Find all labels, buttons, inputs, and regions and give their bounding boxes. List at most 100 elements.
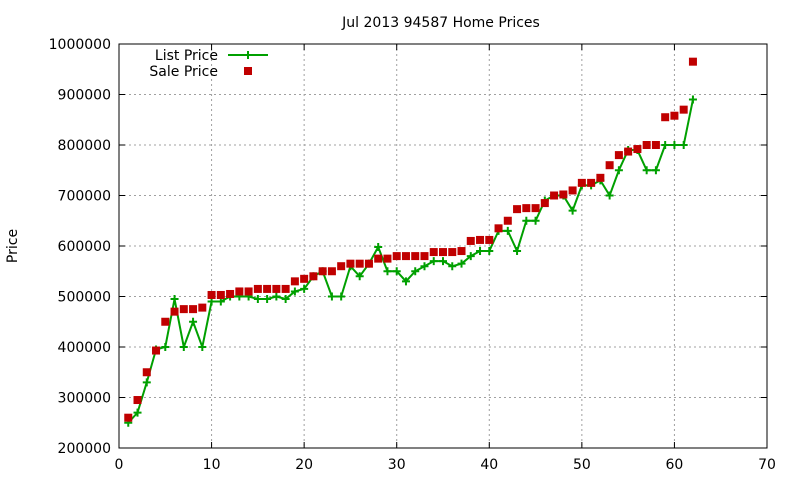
- sale-price-point: [355, 259, 364, 268]
- sale-price-point: [439, 248, 447, 257]
- sale-price-point: [429, 248, 438, 257]
- list-price-point: [466, 252, 475, 261]
- list-price-point: [642, 166, 651, 175]
- x-tick-label: 70: [758, 457, 776, 473]
- sale-price-point: [550, 191, 559, 200]
- series: [124, 57, 697, 427]
- sale-price-point: [133, 396, 142, 405]
- y-tick-label: 300000: [58, 391, 111, 407]
- list-price-point: [281, 295, 290, 304]
- sale-price-point: [503, 216, 512, 225]
- list-price-point: [170, 295, 179, 304]
- chart-title: Jul 2013 94587 Home Prices: [341, 15, 540, 31]
- y-tick-label: 400000: [58, 340, 111, 356]
- sale-price-point: [263, 284, 272, 293]
- sale-price-point: [596, 173, 605, 182]
- list-price-point: [522, 216, 531, 225]
- list-price-point: [263, 295, 272, 304]
- sale-price-point: [290, 277, 299, 286]
- sale-price-point: [651, 141, 660, 149]
- sale-price-point: [513, 205, 522, 214]
- sale-price-point: [207, 290, 216, 299]
- sale-price-point: [605, 161, 614, 170]
- ticks: [118, 43, 768, 449]
- sale-price-point: [142, 368, 151, 377]
- sale-price-point: [633, 145, 642, 154]
- list-price-point: [614, 166, 623, 175]
- list-price-point: [439, 257, 447, 266]
- sale-price-point: [318, 267, 327, 276]
- sale-price-point: [568, 186, 577, 195]
- sale-price-point: [485, 235, 494, 244]
- y-tick-label: 700000: [58, 189, 111, 205]
- sale-price-point: [309, 272, 318, 281]
- list-price-point: [568, 206, 577, 215]
- legend-marker-list-price: [244, 51, 252, 59]
- sale-price-point: [540, 199, 549, 208]
- sale-price-point: [216, 290, 225, 299]
- list-price-line: [127, 99, 694, 424]
- legend-label-list-price: List Price: [155, 48, 218, 64]
- sale-price-point: [401, 252, 410, 261]
- sale-price-point: [522, 204, 531, 213]
- legend-label-sale-price: Sale Price: [149, 64, 218, 80]
- sale-price-point: [494, 224, 503, 233]
- sale-price-point: [226, 289, 235, 298]
- x-tick-label: 20: [295, 457, 313, 473]
- sale-price-point: [346, 259, 355, 268]
- y-tick-label: 800000: [58, 138, 111, 154]
- sale-price-point: [587, 178, 596, 187]
- list-price-point: [531, 216, 540, 225]
- sale-price-point: [577, 178, 586, 187]
- sale-price-point: [198, 303, 207, 312]
- list-price-point: [605, 191, 614, 200]
- list-price-point: [429, 257, 438, 266]
- sale-price-point: [170, 307, 179, 316]
- list-price-point: [485, 247, 494, 256]
- grid: [119, 44, 767, 448]
- list-price-point: [383, 267, 392, 276]
- sale-price-point: [383, 254, 392, 263]
- list-price-point: [355, 272, 364, 281]
- list-price-point: [420, 262, 429, 271]
- list-price-point: [272, 292, 281, 301]
- list-price-point: [457, 259, 466, 268]
- sale-price-point: [374, 254, 383, 263]
- list-price-point: [503, 226, 512, 235]
- y-tick-labels: 200000 300000 400000 500000 600000 700000 8000…: [49, 37, 111, 457]
- sale-price-point: [161, 317, 170, 326]
- list-price-point: [651, 166, 660, 175]
- list-price-point: [290, 287, 299, 296]
- sale-price-point: [624, 147, 633, 156]
- sale-price-point: [679, 105, 688, 114]
- sale-price-point: [300, 274, 309, 283]
- list-price-point: [392, 267, 401, 276]
- list-price-point: [374, 243, 383, 252]
- sale-price-point: [411, 252, 420, 261]
- x-tick-label: 10: [203, 457, 221, 473]
- legend: List Price Sale Price: [149, 48, 268, 80]
- y-tick-label: 1000000: [49, 37, 111, 53]
- list-price-point: [133, 408, 142, 417]
- x-tick-label: 0: [115, 457, 124, 473]
- y-tick-label: 900000: [58, 88, 111, 104]
- list-price-point: [448, 262, 457, 271]
- sale-price-point: [614, 151, 623, 160]
- sale-price-point: [466, 236, 475, 245]
- sale-price-point: [457, 247, 466, 256]
- x-tick-label: 40: [480, 457, 498, 473]
- sale-price-point: [124, 413, 133, 422]
- list-price-point: [253, 295, 262, 304]
- sale-price-point: [337, 262, 346, 271]
- sale-price-point: [531, 204, 540, 213]
- sale-price-point: [152, 346, 161, 355]
- list-price-point: [337, 292, 346, 301]
- x-tick-label: 60: [666, 457, 684, 473]
- x-tick-label: 30: [388, 457, 406, 473]
- legend-marker-sale-price: [244, 67, 252, 75]
- sale-price-point: [281, 284, 290, 293]
- list-price-point: [476, 247, 485, 256]
- sale-price-point: [392, 252, 401, 261]
- sale-price-point: [670, 111, 679, 120]
